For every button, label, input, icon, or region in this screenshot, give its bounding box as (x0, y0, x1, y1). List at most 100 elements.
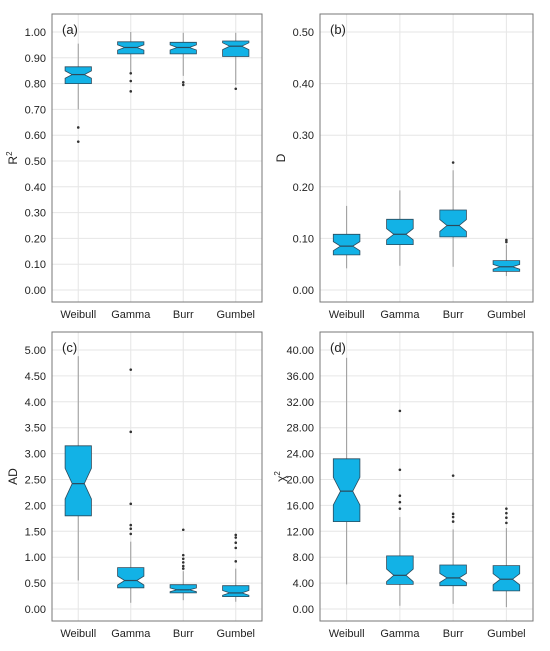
panel-label: (b) (330, 22, 346, 37)
outlier-point (129, 527, 133, 531)
y-axis-label: R2 (5, 151, 20, 165)
box-iqr (64, 66, 92, 84)
y-axis-label-superscript: 2 (5, 151, 14, 156)
y-tick-label: 40.00 (286, 345, 314, 357)
x-tick-label: Weibull (60, 309, 96, 321)
box-gumbel (492, 507, 521, 608)
x-tick-label: Burr (443, 628, 464, 640)
y-axis-label-superscript: 2 (273, 471, 282, 476)
outlier-point (129, 523, 133, 527)
chart-panel-1: 0.00 0.10 0.20 0.30 0.40 0.50 0.60 0.70 0.80 0.90… (5, 13, 263, 321)
y-tick-label: 3.00 (25, 449, 46, 461)
outlier-point (181, 81, 185, 84)
y-tick-label: 0.40 (293, 79, 314, 91)
outlier-point (181, 557, 185, 561)
outlier-point (181, 567, 185, 570)
y-tick-label: 0.20 (293, 182, 314, 194)
x-tick-label: Gumbel (487, 628, 526, 640)
x-tick-label: Burr (173, 628, 194, 640)
y-tick-label: 4.50 (25, 371, 46, 383)
outlier-point (234, 536, 238, 539)
y-tick-label: 4.00 (293, 578, 314, 590)
x-tick-label: Weibull (329, 628, 365, 640)
box-weibull (64, 43, 92, 143)
outlier-point (129, 368, 133, 371)
y-tick-label: 24.00 (286, 449, 314, 461)
y-tick-label: 0.50 (25, 578, 46, 590)
box-iqr (439, 209, 467, 238)
x-tick-label: Gamma (380, 309, 420, 321)
plot-area (52, 14, 262, 302)
outlier-point (181, 553, 185, 557)
box-gamma (386, 190, 414, 266)
plot-area (320, 14, 533, 302)
y-tick-label: 28.00 (286, 423, 314, 435)
y-axis-label-main: R (6, 156, 20, 165)
y-tick-label: 0.00 (293, 285, 314, 297)
y-tick-label: 0.80 (25, 79, 46, 91)
y-tick-label: 4.00 (25, 397, 46, 409)
outlier-point (129, 532, 133, 536)
box-gamma (117, 32, 145, 93)
y-axis-label-main: AD (6, 468, 20, 485)
y-tick-label: 0.20 (25, 233, 46, 245)
box-gamma (386, 409, 414, 606)
y-tick-label: 2.50 (25, 475, 46, 487)
outlier-point (181, 561, 185, 564)
outlier-point (181, 564, 185, 568)
outlier-point (505, 240, 508, 244)
box-weibull (64, 356, 92, 581)
y-tick-label: 0.70 (25, 104, 46, 116)
outlier-point (451, 161, 455, 164)
y-tick-label: 0.50 (25, 156, 46, 168)
y-axis-label-main: χ (274, 475, 288, 482)
outlier-point (398, 500, 402, 504)
y-tick-label: 0.10 (25, 259, 46, 271)
y-axis-label: χ2 (273, 471, 288, 482)
box-burr (439, 161, 467, 267)
box-iqr (64, 445, 92, 517)
y-axis-label: D (274, 153, 288, 162)
outlier-point (234, 533, 238, 537)
x-tick-label: Gamma (380, 628, 420, 640)
outlier-point (129, 430, 133, 434)
y-tick-label: 1.50 (25, 526, 46, 538)
outlier-point (129, 502, 133, 506)
x-tick-label: Gumbel (216, 628, 255, 640)
y-tick-label: 0.40 (25, 182, 46, 194)
x-tick-label: Gumbel (487, 309, 526, 321)
y-tick-label: 0.30 (25, 208, 46, 220)
x-tick-label: Burr (443, 309, 464, 321)
box-iqr (117, 567, 145, 589)
y-tick-label: 0.00 (25, 604, 46, 616)
x-tick-label: Gamma (111, 628, 151, 640)
outlier-point (76, 140, 80, 143)
y-tick-label: 1.00 (25, 27, 46, 39)
box-weibull (332, 357, 361, 585)
y-tick-label: 2.00 (25, 500, 46, 512)
box-gumbel (492, 238, 521, 277)
box-gamma (117, 368, 145, 603)
y-tick-label: 3.50 (25, 423, 46, 435)
y-axis-label: AD (6, 468, 20, 485)
outlier-point (129, 71, 133, 75)
outlier-point (76, 126, 80, 129)
box-burr (169, 528, 197, 601)
y-tick-label: 8.00 (293, 552, 314, 564)
y-tick-label: 1.00 (25, 552, 46, 564)
outlier-point (398, 409, 402, 413)
y-tick-label: 0.30 (293, 130, 314, 142)
box-iqr (386, 218, 414, 246)
box-iqr (439, 564, 467, 587)
x-tick-label: Weibull (60, 628, 96, 640)
panel-border (51, 331, 263, 622)
box-burr (169, 32, 197, 87)
x-tick-label: Weibull (329, 309, 365, 321)
panel-label: (d) (330, 340, 346, 355)
box-iqr (332, 233, 361, 256)
outlier-point (451, 512, 455, 516)
outlier-point (505, 511, 508, 515)
panel-border (51, 13, 263, 303)
outlier-point (451, 515, 455, 519)
